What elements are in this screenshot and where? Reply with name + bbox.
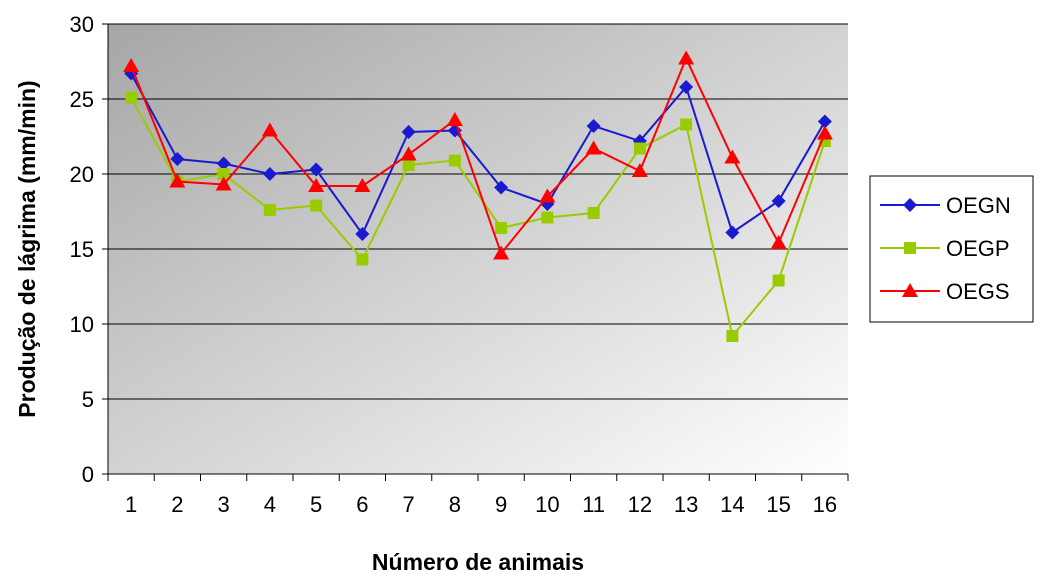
data-point-oegp: [310, 199, 323, 212]
x-tick-label: 16: [813, 492, 837, 517]
data-point-oegn: [679, 80, 694, 94]
series-layer: [123, 50, 833, 342]
y-tick-label: 0: [82, 462, 94, 487]
x-tick-label: 13: [674, 492, 698, 517]
series-oegp: [125, 91, 831, 342]
legend-item-oegn: OEGN: [880, 193, 1011, 218]
legend-label: OEGS: [946, 279, 1010, 304]
x-tick-label: 2: [171, 492, 183, 517]
data-point-oegs: [585, 140, 602, 155]
data-point-oegp: [448, 154, 461, 167]
data-point-oegn: [586, 119, 601, 133]
data-point-oegs: [493, 245, 510, 260]
x-tick-label: 4: [264, 492, 276, 517]
x-tick-label: 14: [720, 492, 744, 517]
data-point-oegn: [447, 123, 462, 138]
legend: OEGN OEGP OEGS: [869, 175, 1034, 323]
data-point-oegs: [354, 178, 371, 192]
legend-label: OEGP: [946, 236, 1010, 261]
x-tick-label: 9: [495, 492, 507, 517]
y-tick-label: 10: [70, 312, 94, 337]
data-point-oegn: [401, 125, 416, 139]
data-point-oegn: [771, 194, 786, 208]
data-point-oegs: [816, 125, 833, 140]
y-tick-label: 30: [70, 12, 94, 37]
series-line-oegs: [130, 56, 826, 256]
data-point-oegn: [262, 167, 277, 181]
data-point-oegp: [680, 118, 693, 131]
data-point-oegp: [263, 204, 276, 216]
x-tick-label: 15: [766, 492, 790, 517]
data-point-oegs: [539, 188, 556, 203]
data-point-oegn: [355, 227, 370, 241]
data-point-oegp: [587, 207, 600, 219]
data-point-oegp: [495, 222, 508, 234]
x-tick-label: 10: [535, 492, 559, 517]
series-oegn: [124, 66, 832, 241]
data-point-oegp: [541, 211, 554, 224]
series-line-oegn: [130, 73, 826, 236]
y-tick-label: 15: [70, 237, 94, 262]
y-axis-ticks: 0 5 10 15 20 25 30: [70, 12, 108, 487]
data-point-oegn: [216, 156, 231, 171]
y-tick-label: 20: [70, 162, 94, 187]
y-tick-label: 5: [82, 387, 94, 412]
x-tick-label: 1: [125, 492, 137, 517]
y-axis-title: Produção de lágrima (mm/min): [14, 80, 40, 417]
data-point-oegp: [726, 330, 739, 342]
legend-item-oegp: OEGP: [880, 236, 1010, 261]
legend-marker: [903, 198, 917, 212]
legend-marker: [904, 242, 916, 254]
data-point-oegs: [308, 178, 325, 192]
data-point-oegs: [446, 112, 463, 126]
data-point-oegp: [633, 142, 646, 155]
data-point-oegs: [631, 163, 648, 177]
x-axis-title: Número de animais: [372, 549, 584, 575]
x-tick-label: 11: [582, 492, 605, 517]
series-oegs: [123, 50, 833, 260]
data-point-oegs: [770, 235, 787, 249]
data-point-oegp: [402, 159, 415, 171]
data-point-oegn: [725, 225, 740, 240]
y-tick-label: 25: [70, 87, 94, 112]
x-axis-ticks: 1 2 3 4 5 6 7 8 9 10 11 12 13 14 15 16: [107, 474, 849, 517]
x-tick-label: 7: [403, 492, 415, 517]
x-tick-label: 5: [310, 492, 322, 517]
data-point-oegp: [125, 91, 138, 104]
x-tick-label: 6: [356, 492, 368, 517]
data-point-oegs: [261, 122, 278, 137]
x-tick-label: 3: [218, 492, 230, 517]
data-point-oegs: [215, 176, 232, 191]
legend-marker: [902, 283, 918, 297]
x-tick-label: 8: [449, 492, 461, 517]
x-tick-label: 12: [628, 492, 652, 517]
data-point-oegn: [170, 152, 185, 166]
series-line-oegp: [130, 97, 826, 339]
data-point-oegs: [678, 50, 695, 65]
data-point-oegp: [356, 253, 369, 266]
data-point-oegn: [309, 162, 324, 177]
data-point-oegn: [817, 114, 832, 129]
legend-item-oegs: OEGS: [880, 279, 1010, 304]
data-point-oegs: [169, 173, 186, 188]
data-point-oegp: [217, 168, 230, 180]
data-point-oegs: [123, 58, 140, 72]
data-point-oegn: [494, 180, 509, 195]
data-point-oegp: [772, 274, 785, 287]
data-point-oegs: [400, 146, 417, 161]
data-point-oegs: [724, 149, 741, 164]
legend-label: OEGN: [946, 193, 1011, 218]
